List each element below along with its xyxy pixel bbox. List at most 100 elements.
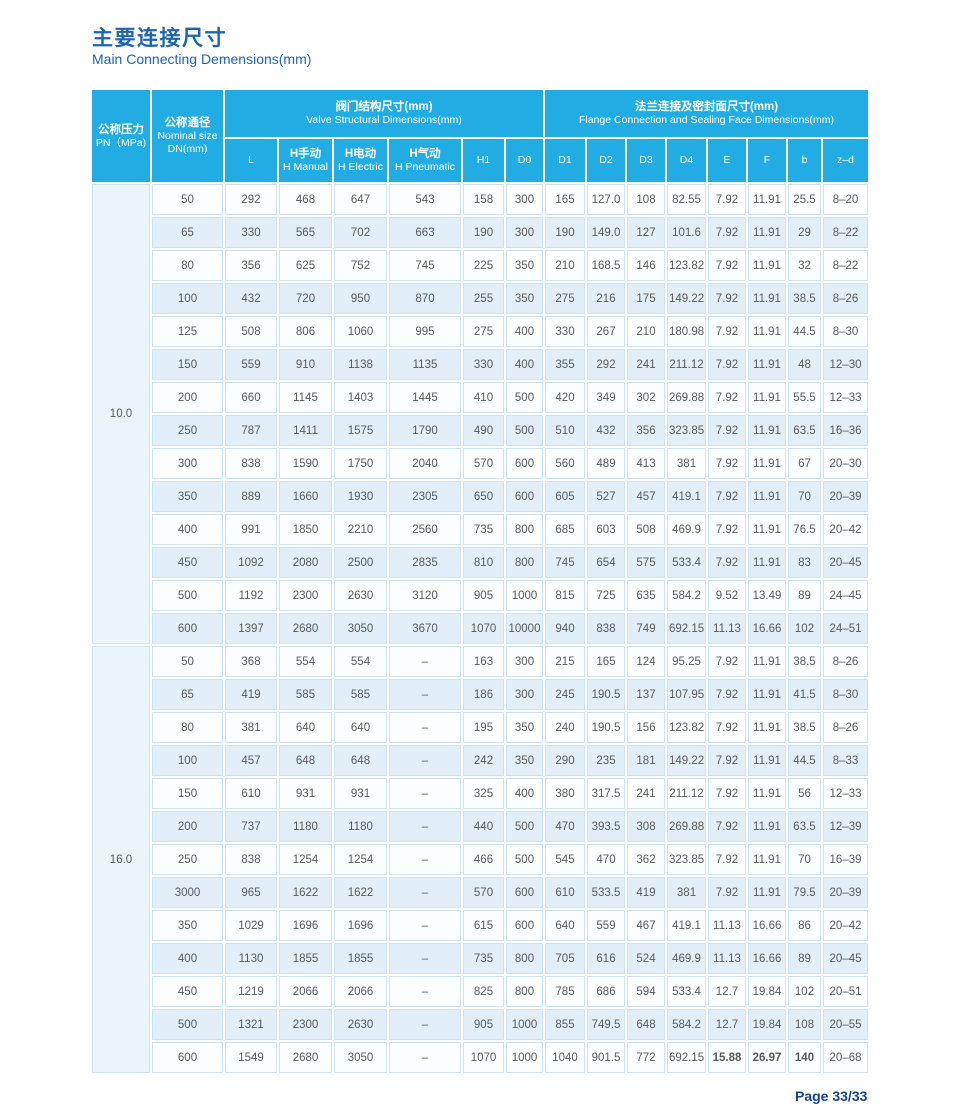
- page-subtitle: Main Connecting Demensions(mm): [92, 51, 312, 67]
- value-cell: 11.91: [748, 811, 786, 842]
- value-cell: –: [389, 976, 461, 1007]
- value-cell: 190: [463, 217, 504, 248]
- header-line-cn: 公称通径: [164, 117, 211, 129]
- value-cell: 20–45: [823, 943, 869, 974]
- value-cell: 745: [389, 250, 461, 281]
- dn-cell: 400: [152, 514, 223, 545]
- header-line-en: D3: [639, 154, 653, 167]
- dn-cell: 50: [152, 646, 223, 677]
- value-cell: 350: [506, 250, 543, 281]
- value-cell: 211.12: [667, 778, 706, 809]
- value-cell: 575: [627, 547, 665, 578]
- value-cell: 702: [334, 217, 387, 248]
- value-cell: 3050: [334, 1042, 387, 1073]
- table-row: 500 1192 2300 2630 3120 905 1000 815 725 635 584.2…: [92, 580, 869, 611]
- value-cell: 11.13: [708, 943, 746, 974]
- value-cell: 419.1: [667, 481, 706, 512]
- value-cell: 410: [463, 382, 504, 413]
- dn-cell: 80: [152, 250, 223, 281]
- header-line-cn: 阀门结构尺寸(mm): [335, 101, 433, 114]
- value-cell: 356: [627, 415, 665, 446]
- value-cell: 41.5: [788, 679, 821, 710]
- value-cell: 855: [545, 1009, 585, 1040]
- value-cell: 11.91: [748, 877, 786, 908]
- value-cell: 8–22: [823, 250, 869, 281]
- header-line-en: H Manual: [283, 161, 328, 174]
- value-cell: 600: [506, 448, 543, 479]
- value-cell: 44.5: [788, 745, 821, 776]
- value-cell: 1254: [279, 844, 332, 875]
- value-cell: 20–30: [823, 448, 869, 479]
- value-cell: 950: [334, 283, 387, 314]
- value-cell: 785: [545, 976, 585, 1007]
- value-cell: 275: [545, 283, 585, 314]
- value-cell: –: [389, 877, 461, 908]
- page-title: 主要连接尺寸: [92, 27, 227, 50]
- value-cell: 63.5: [788, 415, 821, 446]
- value-cell: 543: [389, 184, 461, 215]
- value-cell: 870: [389, 283, 461, 314]
- header-line-cn: H电动: [344, 148, 377, 161]
- value-cell: 1855: [334, 943, 387, 974]
- header-line-en: Flange Connection and Sealing Face Dimen…: [579, 114, 835, 127]
- value-cell: 190.5: [587, 679, 625, 710]
- value-cell: 603: [587, 514, 625, 545]
- value-cell: 16–39: [823, 844, 869, 875]
- value-cell: 16.66: [748, 910, 786, 941]
- value-cell: 292: [587, 349, 625, 380]
- value-cell: 685: [545, 514, 585, 545]
- value-cell: 350: [506, 283, 543, 314]
- value-cell: 11.91: [748, 646, 786, 677]
- value-cell: 1070: [463, 613, 504, 644]
- value-cell: 25.5: [788, 184, 821, 215]
- dn-cell: 50: [152, 184, 223, 215]
- value-cell: 686: [587, 976, 625, 1007]
- header-line-cn: 公称压力: [98, 123, 144, 136]
- value-cell: 800: [506, 514, 543, 545]
- value-cell: 1254: [334, 844, 387, 875]
- value-cell: 838: [225, 448, 277, 479]
- value-cell: 13.49: [748, 580, 786, 611]
- value-cell: 560: [545, 448, 585, 479]
- header-line-en: DN(mm): [167, 143, 208, 155]
- value-cell: 585: [334, 679, 387, 710]
- value-cell: 1092: [225, 547, 277, 578]
- dn-cell: 350: [152, 481, 223, 512]
- value-cell: 1411: [279, 415, 332, 446]
- dn-cell: 200: [152, 382, 223, 413]
- value-cell: 210: [545, 250, 585, 281]
- value-cell: 323.85: [667, 415, 706, 446]
- value-cell: –: [389, 679, 461, 710]
- table-row: 100 457 648 648–242 350 290 235 181 149.22 7.92 11…: [92, 745, 869, 776]
- table-row: 450 1092 2080 2500 2835 810 800 745 654 575 533.4 7…: [92, 547, 869, 578]
- table-row: 400 991 1850 2210 2560 735 800 685 603 508 469.9 7.…: [92, 514, 869, 545]
- value-cell: 1180: [279, 811, 332, 842]
- value-cell: 108: [627, 184, 665, 215]
- column-header: D0: [506, 139, 543, 182]
- header-line-en: H Electric: [338, 161, 383, 174]
- value-cell: 508: [225, 316, 277, 347]
- value-cell: 330: [463, 349, 504, 380]
- value-cell: 648: [627, 1009, 665, 1040]
- value-cell: 466: [463, 844, 504, 875]
- value-cell: 650: [463, 481, 504, 512]
- header-line-en: z–d: [837, 154, 854, 167]
- value-cell: 127: [627, 217, 665, 248]
- value-cell: 7.92: [708, 184, 746, 215]
- value-cell: 647: [334, 184, 387, 215]
- value-cell: 1130: [225, 943, 277, 974]
- value-cell: 692.15: [667, 1042, 706, 1073]
- value-cell: 240: [545, 712, 585, 743]
- value-cell: 15.88: [708, 1042, 746, 1073]
- value-cell: 7.92: [708, 778, 746, 809]
- value-cell: 2300: [279, 580, 332, 611]
- value-cell: –: [389, 943, 461, 974]
- value-cell: 2680: [279, 613, 332, 644]
- value-cell: 11.13: [708, 910, 746, 941]
- value-cell: 1622: [279, 877, 332, 908]
- page-number: Page 33/33: [795, 1088, 868, 1104]
- pn-section: 16.0 50 368 554 554–163 300 215 165 124 95.25 7.92…: [92, 646, 869, 1073]
- dn-cell: 250: [152, 415, 223, 446]
- value-cell: 815: [545, 580, 585, 611]
- value-cell: 12–30: [823, 349, 869, 380]
